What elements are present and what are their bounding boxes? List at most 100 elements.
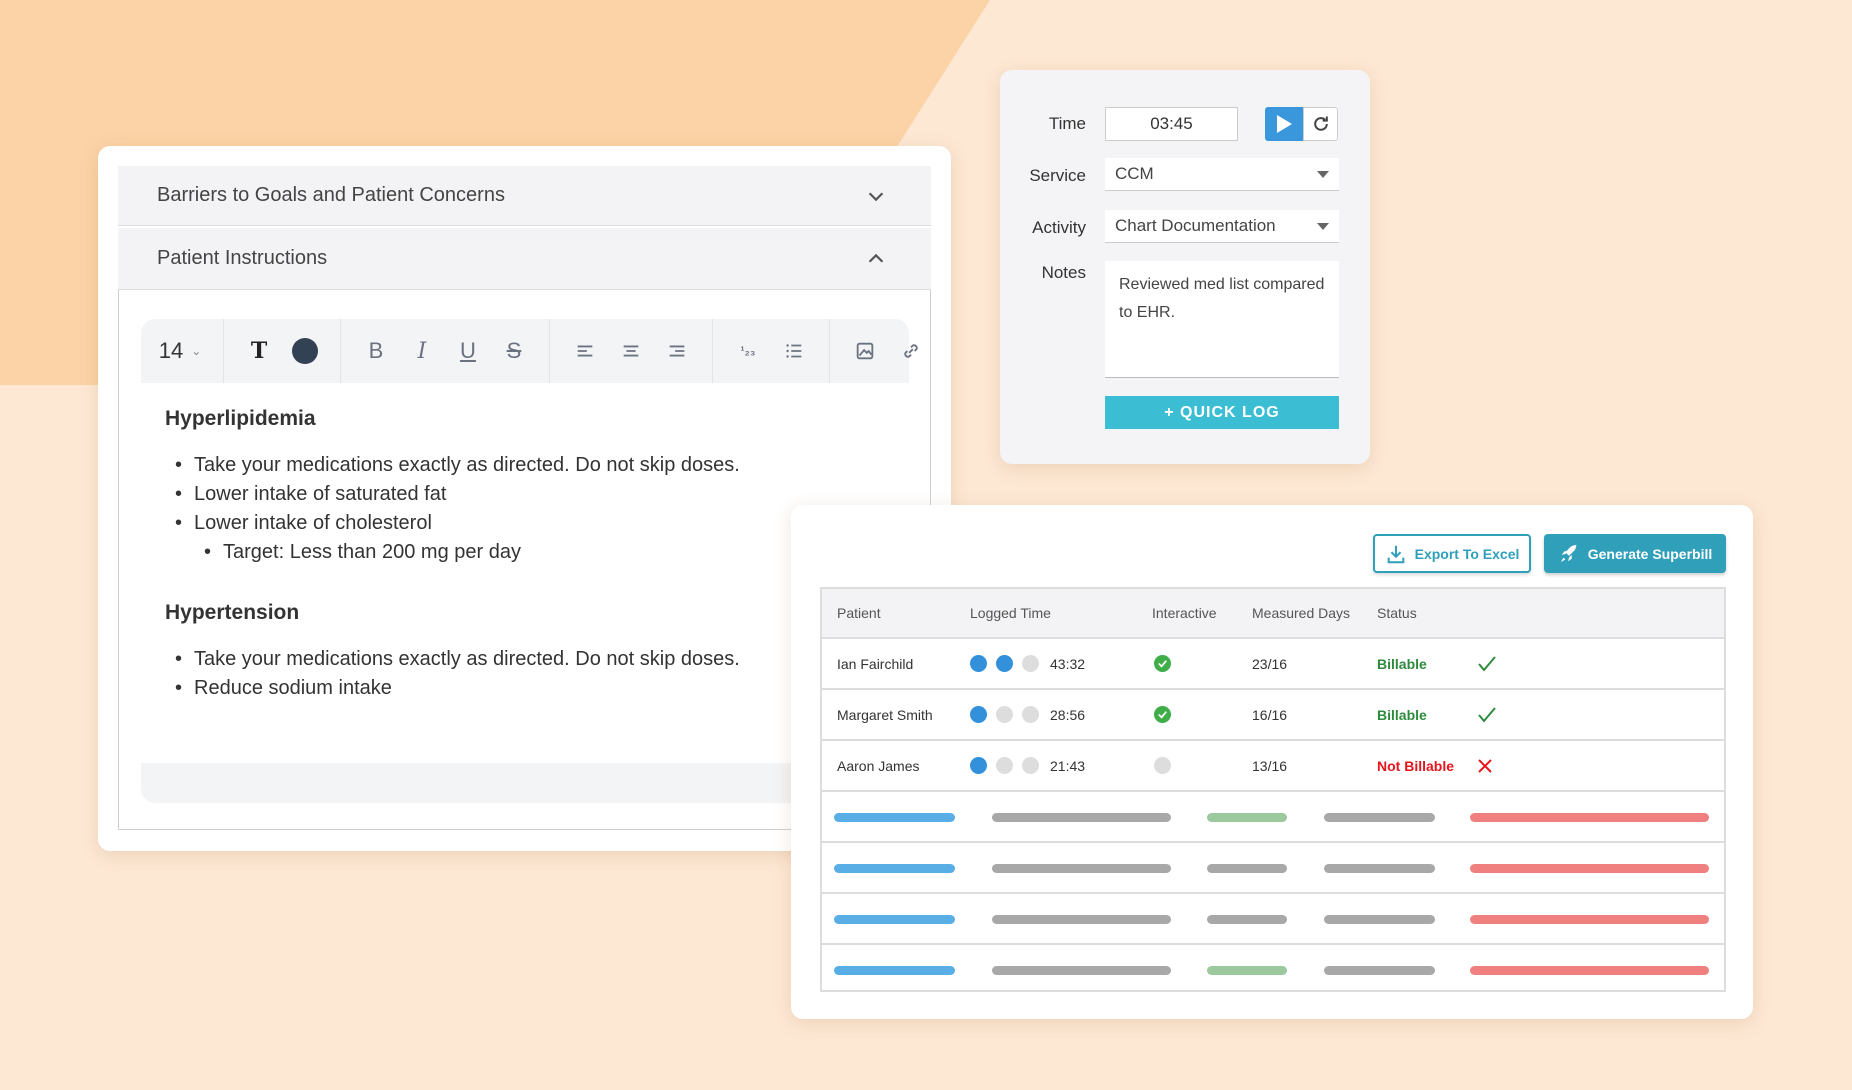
patient-name[interactable]: Margaret Smith <box>837 706 933 723</box>
progress-dot <box>996 706 1013 723</box>
column-header[interactable]: Patient <box>837 605 881 621</box>
checkmark-icon <box>1477 639 1497 688</box>
logged-time-value: 28:56 <box>1050 706 1086 723</box>
generate-superbill-button[interactable]: Generate Superbill <box>1544 534 1726 573</box>
progress-dot <box>970 706 987 723</box>
column-header[interactable]: Status <box>1377 605 1417 621</box>
placeholder-bar <box>1470 864 1709 873</box>
list-subitem: Target: Less than 200 mg per day <box>165 538 885 567</box>
placeholder-bar <box>834 966 955 975</box>
section-heading: Hyperlipidemia <box>165 407 316 430</box>
accordion-barriers[interactable]: Barriers to Goals and Patient Concerns <box>118 166 931 226</box>
patient-name[interactable]: Ian Fairchild <box>837 655 914 672</box>
placeholder-bar <box>834 813 955 822</box>
table-row[interactable]: Aaron James 21:43 13/16 Not Billable <box>822 741 1724 792</box>
time-input[interactable]: 03:45 <box>1105 107 1238 141</box>
column-header[interactable]: Measured Days <box>1252 605 1351 621</box>
instruction-list: Take your medications exactly as directe… <box>165 451 885 567</box>
inactive-dot-icon <box>1154 757 1171 774</box>
column-header[interactable]: Interactive <box>1152 605 1217 621</box>
chevron-down-icon <box>868 191 884 201</box>
logged-time: 21:43 <box>970 741 1085 790</box>
column-header[interactable]: Logged Time <box>970 605 1051 621</box>
progress-dot <box>1022 706 1039 723</box>
logged-time: 28:56 <box>970 690 1085 739</box>
status-badge: Billable <box>1377 706 1427 723</box>
section-heading: Hypertension <box>165 601 300 624</box>
table-row[interactable]: Margaret Smith 28:56 16/16 Billable <box>822 690 1724 741</box>
placeholder-bar <box>1470 813 1709 822</box>
notes-label: Notes <box>1041 263 1086 282</box>
cross-icon <box>1477 741 1493 790</box>
placeholder-bar <box>1324 864 1435 873</box>
progress-dot <box>970 757 987 774</box>
underline-icon[interactable]: U <box>460 338 476 363</box>
export-to-excel-button[interactable]: Export To Excel <box>1373 534 1531 573</box>
progress-dot <box>970 655 987 672</box>
notes-textarea[interactable]: Reviewed med list compared to EHR. <box>1105 261 1339 378</box>
link-icon[interactable] <box>888 331 934 371</box>
activity-label: Activity <box>1032 218 1086 237</box>
accordion-title: Barriers to Goals and Patient Concerns <box>157 184 505 206</box>
table-header-row: Patient Logged Time Interactive Measured Da… <box>822 589 1724 639</box>
placeholder-row <box>822 792 1724 843</box>
superbill-label: Generate Superbill <box>1587 545 1713 562</box>
table-row[interactable]: Ian Fairchild 43:32 23/16 Billable <box>822 639 1724 690</box>
bold-icon[interactable]: B <box>368 338 384 363</box>
list-item: Take your medications exactly as directe… <box>165 645 885 674</box>
progress-dot <box>996 757 1013 774</box>
placeholder-bar <box>992 813 1171 822</box>
reset-button[interactable] <box>1303 107 1338 141</box>
list-item: Reduce sodium intake <box>165 674 885 703</box>
text-icon[interactable]: T <box>250 338 268 364</box>
color-icon[interactable] <box>282 331 328 371</box>
editor-content[interactable]: Hyperlipidemia Take your medications exa… <box>141 383 909 763</box>
strikethrough-icon[interactable]: S <box>506 338 522 363</box>
placeholder-bar <box>1470 915 1709 924</box>
play-icon <box>1277 115 1292 133</box>
measured-days: 13/16 <box>1252 757 1288 774</box>
font-size-value: 14 <box>158 338 184 363</box>
align-center-icon[interactable] <box>608 331 654 371</box>
interactive-cell <box>1154 741 1171 790</box>
placeholder-bar <box>1207 915 1287 924</box>
list-item: Take your medications exactly as directe… <box>165 451 885 480</box>
service-select[interactable]: CCM <box>1105 158 1339 191</box>
align-right-icon[interactable] <box>654 331 700 371</box>
play-button[interactable] <box>1265 107 1303 141</box>
time-log-panel: Time 03:45 Service CCM Activity Chart Do… <box>1000 70 1370 464</box>
placeholder-bar <box>1470 966 1709 975</box>
placeholder-bar <box>1324 813 1435 822</box>
placeholder-row <box>822 894 1724 945</box>
bullet-list-icon[interactable] <box>771 331 817 371</box>
patient-billing-table: Patient Logged Time Interactive Measured Da… <box>820 587 1726 992</box>
placeholder-bar <box>834 915 955 924</box>
progress-dot <box>1022 655 1039 672</box>
activity-select[interactable]: Chart Documentation <box>1105 210 1339 243</box>
editor-toolbar: 14 ⌄ T B I U S ¹₂₃ <box>141 319 918 383</box>
logged-time-value: 21:43 <box>1050 757 1086 774</box>
image-icon[interactable] <box>842 331 888 371</box>
quick-log-button[interactable]: + QUICK LOG <box>1105 396 1339 429</box>
caret-down-icon <box>1317 171 1329 178</box>
logged-time: 43:32 <box>970 639 1085 688</box>
list-item: Lower intake of saturated fat <box>165 480 885 509</box>
italic-icon[interactable]: I <box>417 338 427 364</box>
align-left-icon[interactable] <box>562 331 608 371</box>
download-icon <box>1387 545 1404 563</box>
placeholder-row <box>822 843 1724 894</box>
rich-text-editor: 14 ⌄ T B I U S ¹₂₃ <box>118 290 931 830</box>
accordion-patient-instructions[interactable]: Patient Instructions <box>118 228 931 290</box>
patient-name[interactable]: Aaron James <box>837 757 920 774</box>
rocket-icon <box>1560 544 1577 562</box>
placeholder-bar <box>834 864 955 873</box>
export-label: Export To Excel <box>1414 545 1520 562</box>
service-label: Service <box>1029 166 1086 185</box>
font-size-select[interactable]: 14 ⌄ <box>158 338 202 363</box>
accordion-title: Patient Instructions <box>157 247 328 269</box>
status-badge: Billable <box>1377 655 1427 672</box>
logged-time-value: 43:32 <box>1050 655 1086 672</box>
measured-days: 16/16 <box>1252 706 1288 723</box>
ordered-list-icon[interactable]: ¹₂₃ <box>740 344 756 358</box>
placeholder-bar <box>1207 813 1287 822</box>
